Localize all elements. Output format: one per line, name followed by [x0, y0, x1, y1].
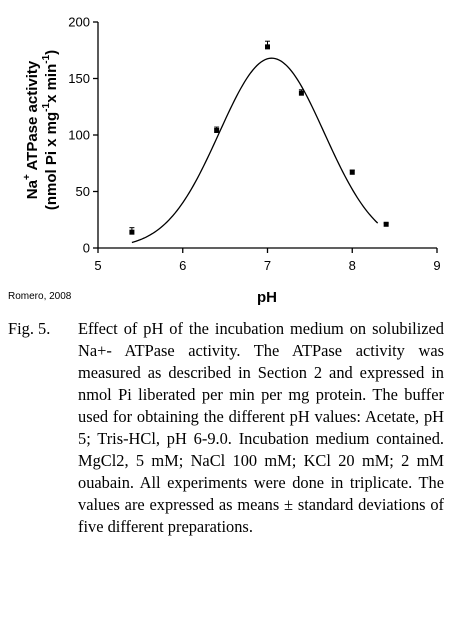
data-point — [129, 227, 135, 235]
y-tick-label: 100 — [68, 128, 90, 143]
x-tick-label: 7 — [264, 258, 271, 273]
data-point — [265, 40, 270, 50]
y-axis-title-na: Na — [24, 179, 41, 199]
y-tick-label: 0 — [83, 241, 90, 256]
y-axis-unit-sup1: -1 — [41, 102, 52, 111]
y-axis-unit-b: x min — [43, 64, 60, 103]
fit-curve — [131, 57, 379, 244]
data-marker — [349, 169, 355, 175]
x-tick-label: 8 — [349, 258, 356, 273]
y-tick-label: 150 — [68, 71, 90, 86]
y-axis-unit-a: (nmol Pi x mg — [43, 112, 60, 210]
data-point — [349, 169, 355, 175]
y-ticks: 0 50 100 150 200 — [68, 15, 98, 256]
caption-label: Fig. 5. — [8, 319, 51, 338]
data-point — [214, 126, 220, 133]
data-marker — [129, 229, 135, 235]
data-marker — [383, 221, 389, 227]
svg-text:Na+ ATPase activity: Na+ ATPase activity — [22, 60, 41, 199]
y-tick-label: 200 — [68, 15, 90, 30]
source-credit: Romero, 2008 — [8, 291, 72, 302]
svg-text:(nmol Pi x mg-1x min-1): (nmol Pi x mg-1x min-1) — [41, 50, 60, 210]
data-marker — [298, 90, 304, 96]
caption-text: Effect of pH of the incubation medium on… — [78, 319, 444, 536]
y-axis-unit-c: ) — [43, 50, 60, 55]
data-points — [129, 40, 389, 235]
y-tick-label: 50 — [76, 184, 90, 199]
y-axis-unit-sup2: -1 — [41, 54, 52, 63]
x-tick-label: 6 — [179, 258, 186, 273]
y-axis-title-sup: + — [22, 174, 33, 180]
figure-caption: Fig. 5. Effect of pH of the incubation m… — [8, 318, 444, 538]
data-point — [383, 221, 389, 227]
x-tick-label: 5 — [94, 258, 101, 273]
y-axis-title: Na+ ATPase activity (nmol Pi x mg-1x min… — [22, 50, 60, 210]
y-axis-title-rest: ATPase activity — [24, 60, 41, 174]
data-marker — [265, 44, 270, 50]
figure: 0 50 100 150 200 5 6 7 8 9 pH Na+ ATPase activit… — [0, 0, 449, 310]
data-point — [298, 89, 304, 96]
chart: 0 50 100 150 200 5 6 7 8 9 pH Na+ ATPase activit… — [22, 15, 441, 307]
x-axis-title: pH — [257, 289, 277, 306]
x-tick-label: 9 — [433, 258, 440, 273]
data-marker — [214, 127, 220, 133]
x-ticks: 5 6 7 8 9 — [94, 248, 441, 273]
